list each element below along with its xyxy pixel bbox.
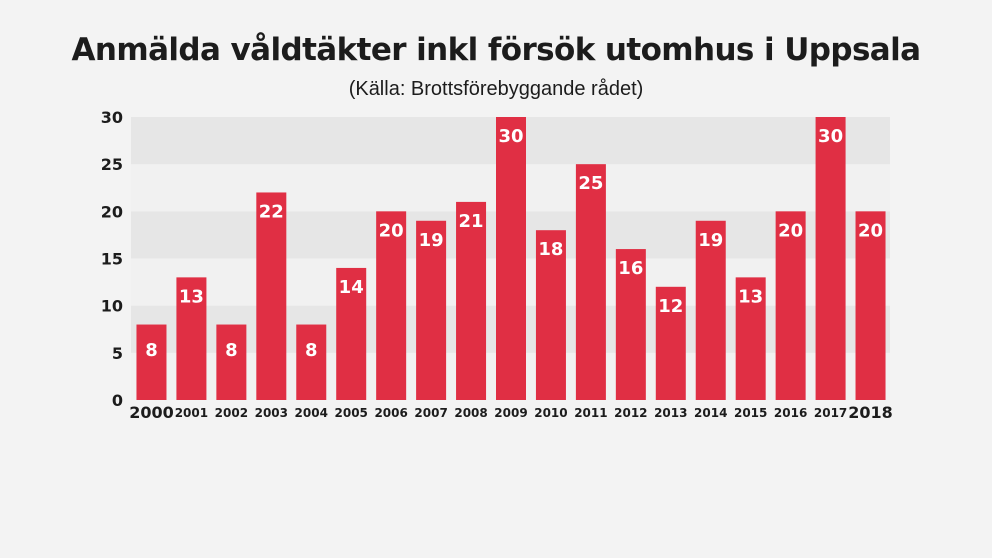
chart-title: Anmälda våldtäkter inkl försök utomhus i… — [71, 32, 922, 68]
bar-value-label: 22 — [259, 201, 284, 222]
bar-value-label: 19 — [698, 230, 723, 251]
x-tick-label: 2006 — [374, 406, 407, 420]
bar — [376, 211, 407, 400]
bar — [136, 324, 167, 400]
bar-value-label: 13 — [738, 286, 763, 307]
bar-value-label: 21 — [459, 211, 484, 232]
bar — [655, 286, 686, 400]
x-tick-label: 2007 — [414, 406, 447, 420]
x-tick-label: 2011 — [574, 406, 607, 420]
bar — [535, 230, 566, 400]
chart-subtitle: (Källa: Brottsförebyggande rådet) — [348, 78, 644, 100]
x-tick-label: 2016 — [774, 406, 807, 420]
y-tick-label: 30 — [101, 108, 123, 127]
bar-value-label: 18 — [538, 239, 563, 260]
bar — [176, 277, 207, 400]
bar — [336, 267, 367, 400]
bar — [695, 220, 726, 400]
y-tick-label: 25 — [101, 155, 123, 174]
y-tick-label: 20 — [101, 202, 123, 221]
y-tick-label: 0 — [112, 391, 123, 410]
bar-value-label: 25 — [578, 173, 603, 194]
x-tick-label: 2018 — [848, 403, 893, 422]
bar-value-label: 13 — [179, 286, 204, 307]
x-tick-label: 2008 — [454, 406, 487, 420]
x-tick-label: 2013 — [654, 406, 687, 420]
bar — [815, 117, 846, 400]
x-tick-label: 2005 — [335, 406, 368, 420]
x-tick-label: 2010 — [534, 406, 567, 420]
bar — [256, 192, 287, 400]
x-tick-label: 2001 — [175, 406, 208, 420]
bar-value-label: 8 — [145, 340, 158, 361]
x-tick-label: 2014 — [694, 406, 727, 420]
bar-value-label: 20 — [858, 220, 883, 241]
x-tick-label: 2012 — [614, 406, 647, 420]
x-tick-label: 2017 — [814, 406, 847, 420]
y-tick-label: 10 — [101, 297, 123, 316]
bar-value-label: 14 — [339, 277, 364, 298]
y-tick-label: 5 — [112, 344, 123, 363]
x-tick-label: 2015 — [734, 406, 767, 420]
x-tick-label: 2003 — [255, 406, 288, 420]
bar-value-label: 20 — [778, 220, 803, 241]
bar-value-label: 19 — [419, 230, 444, 251]
x-tick-label: 2002 — [215, 406, 248, 420]
bar — [615, 249, 646, 400]
x-tick-label: 2004 — [295, 406, 328, 420]
bar — [855, 211, 886, 400]
bar-value-label: 16 — [618, 258, 643, 279]
bar-value-label: 8 — [305, 340, 318, 361]
bar-value-label: 20 — [379, 220, 404, 241]
bar-value-label: 8 — [225, 340, 238, 361]
bar — [216, 324, 247, 400]
x-tick-label: 2000 — [129, 403, 174, 422]
y-tick-label: 15 — [101, 250, 123, 269]
bar — [575, 164, 606, 400]
bar-value-label: 30 — [498, 126, 523, 147]
bar — [416, 220, 447, 400]
bar — [496, 117, 526, 400]
bar — [296, 324, 327, 400]
bar-value-label: 12 — [658, 296, 683, 317]
bar-value-label: 30 — [818, 126, 843, 147]
x-tick-label: 2009 — [494, 406, 527, 420]
bar — [735, 277, 766, 400]
bar — [775, 211, 806, 400]
bar — [456, 201, 487, 400]
